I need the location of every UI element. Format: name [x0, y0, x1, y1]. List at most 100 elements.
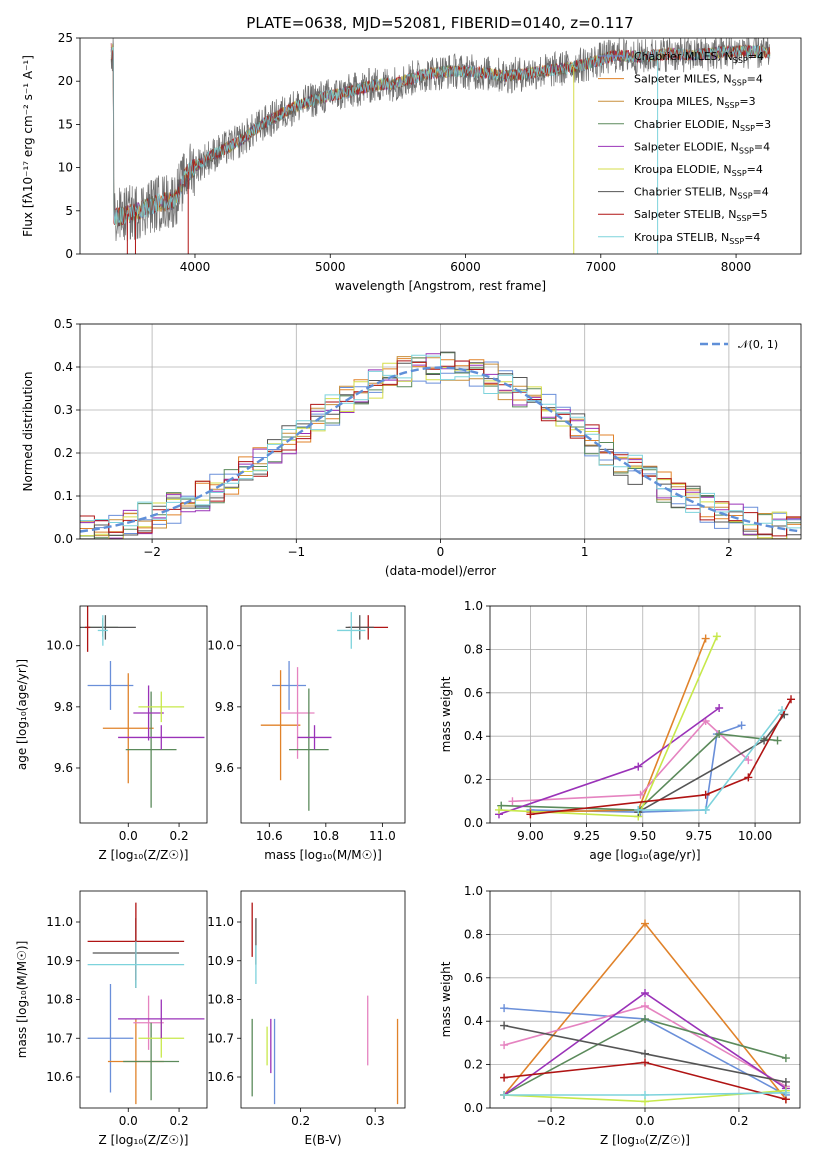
weight-marker [494, 805, 503, 814]
legend-label: Salpeter MILES, NSSP=4 [634, 73, 763, 88]
y-axis-label: mass weight [439, 676, 453, 752]
x-tick-label: 5000 [315, 260, 346, 274]
mass-weight-vs-metallicity-panel: −0.2 0.0 0.2 0.0 0.2 0.4 0.6 0.8 1.0 Z [log₁₀(Z/Z… [439, 884, 801, 1147]
y-tick-label: 1.0 [464, 599, 483, 613]
x-tick-label: 6000 [450, 260, 481, 274]
weight-marker [712, 632, 721, 641]
x-tick-label: 11.0 [369, 829, 396, 843]
y-tick-label: 0.2 [464, 773, 483, 787]
plot-area [260, 612, 389, 811]
axes-frame [79, 890, 208, 1109]
legend-label: Salpeter STELIB, NSSP=5 [634, 208, 768, 223]
weight-marker [636, 790, 645, 799]
y-tick-label: 10.0 [46, 639, 73, 653]
x-tick-label: 0 [437, 545, 445, 559]
weight-marker [715, 730, 724, 739]
plot-area [80, 606, 205, 808]
x-tick-label: 10.00 [738, 829, 772, 843]
legend-label: Chabrier MILES, NSSP=4 [634, 50, 764, 65]
mass-vs-metallicity-panel: 0.0 0.2 10.6 10.7 10.8 10.9 11.0 Z [log₁₀(Z/Z☉)… [15, 890, 208, 1147]
legend-label: Salpeter ELODIE, NSSP=4 [634, 140, 770, 155]
y-tick-label: 10.9 [207, 954, 234, 968]
y-tick-label: 0.4 [464, 729, 483, 743]
weight-marker [500, 1004, 509, 1013]
mass-weight-vs-age-panel: 9.00 9.25 9.50 9.75 10.00 0.0 0.2 0.4 0.6 0.8 1.0 a… [439, 599, 801, 862]
spectrum-panel: 4000 5000 6000 7000 8000 0 5 10 15 20 25 wavelength… [21, 31, 802, 293]
y-axis-label: Normed distribution [21, 372, 35, 492]
y-tick-label: 0.0 [464, 1101, 483, 1115]
x-tick-label: 9.25 [573, 829, 600, 843]
x-tick-label: 10.6 [256, 829, 283, 843]
plot-area [80, 351, 801, 539]
weight-line [637, 714, 785, 813]
plot-area [500, 919, 790, 1106]
x-axis-label: Z [log₁₀(Z/Z☉)] [600, 1133, 690, 1147]
x-tick-label: 0.0 [119, 1114, 138, 1128]
normal-curve [80, 366, 801, 533]
weight-marker [773, 736, 782, 745]
y-tick-label: 9.6 [215, 761, 234, 775]
y-tick-label: 0.6 [464, 686, 483, 700]
plot-area [494, 632, 796, 821]
x-tick-label: 9.00 [517, 829, 544, 843]
x-tick-label: 10.8 [312, 829, 339, 843]
weight-marker [744, 756, 753, 765]
y-tick-label: 0.6 [464, 971, 483, 985]
x-axis-label: age [log₁₀(age/yr)] [589, 848, 700, 862]
weight-line [530, 698, 792, 816]
weight-marker [500, 1073, 509, 1082]
legend-label: Chabrier STELIB, NSSP=4 [634, 186, 769, 201]
weight-marker [500, 1041, 509, 1050]
weight-marker [781, 1088, 790, 1097]
legend-label: Kroupa STELIB, NSSP=4 [634, 231, 760, 246]
weight-marker [737, 721, 746, 730]
x-tick-label: 8000 [721, 260, 752, 274]
y-tick-label: 25 [58, 31, 73, 45]
y-tick-label: 0.5 [54, 317, 73, 331]
x-tick-label: −1 [287, 545, 305, 559]
weight-marker [508, 797, 517, 806]
weight-marker [641, 919, 649, 928]
y-tick-label: 11.0 [46, 915, 73, 929]
age-vs-metallicity-panel: 0.0 0.2 9.6 9.8 10.0 Z [log₁₀(Z/Z☉)] age [log₁… [15, 605, 208, 862]
axes-frame [240, 605, 406, 824]
axes-frame [79, 605, 208, 824]
residual-histogram-panel: −2 −1 0 1 2 0.0 0.1 0.2 0.3 0.4 0.5 (data-model)/er… [21, 317, 802, 578]
y-tick-label: 9.8 [215, 700, 234, 714]
y-tick-label: 9.8 [54, 700, 73, 714]
y-tick-label: 10.6 [46, 1070, 73, 1084]
x-tick-label: 0.2 [170, 1114, 189, 1128]
y-axis-label: mass [log₁₀(M/M☉)] [15, 941, 29, 1059]
weight-line [498, 636, 718, 818]
y-tick-label: 0.0 [464, 816, 483, 830]
x-tick-label: 0.2 [729, 1114, 748, 1128]
axes-frame [79, 323, 802, 540]
weight-marker [526, 810, 535, 819]
weight-marker [634, 805, 643, 814]
weight-marker [641, 1002, 649, 1011]
x-tick-label: 0.3 [366, 1114, 385, 1128]
legend-label: Kroupa MILES, NSSP=3 [634, 95, 756, 110]
legend-label: Chabrier ELODIE, NSSP=3 [634, 118, 771, 133]
y-tick-label: 20 [58, 74, 73, 88]
weight-marker [744, 773, 753, 782]
x-tick-label: 9.50 [629, 829, 656, 843]
x-tick-label: 9.75 [686, 829, 713, 843]
y-tick-label: 0.1 [54, 489, 73, 503]
y-tick-label: 0.8 [464, 642, 483, 656]
weight-marker [701, 634, 710, 643]
x-tick-label: 0.2 [170, 829, 189, 843]
weight-marker [641, 988, 649, 997]
y-tick-label: 10.7 [207, 1031, 234, 1045]
weight-line [501, 733, 778, 811]
weight-line [498, 707, 720, 816]
plot-area [87, 902, 205, 1105]
weight-marker [500, 1021, 509, 1030]
age-vs-mass-panel: 10.6 10.8 11.0 9.6 9.8 10.0 mass [log₁₀(M/M☉)] [207, 605, 406, 862]
y-tick-label: 5 [65, 204, 73, 218]
axes-frame [489, 890, 801, 1109]
y-tick-label: 10.8 [46, 993, 73, 1007]
x-axis-label: wavelength [Angstrom, rest frame] [335, 279, 546, 293]
y-tick-label: 0.8 [464, 927, 483, 941]
y-tick-label: 10.9 [46, 954, 73, 968]
